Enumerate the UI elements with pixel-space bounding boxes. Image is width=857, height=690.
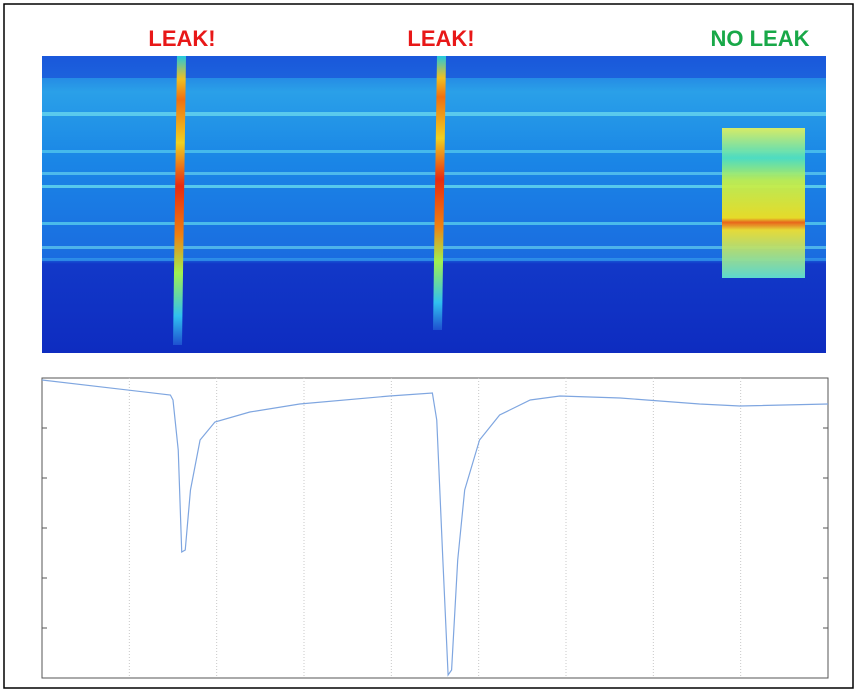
annotation: LEAK! <box>148 26 215 51</box>
annotation: NO LEAK <box>711 26 810 51</box>
annotation: LEAK! <box>407 26 474 51</box>
frame <box>3 3 854 689</box>
plot-area <box>41 377 829 679</box>
spectrogram <box>42 56 826 353</box>
data-line <box>41 379 829 677</box>
grid <box>42 378 828 678</box>
